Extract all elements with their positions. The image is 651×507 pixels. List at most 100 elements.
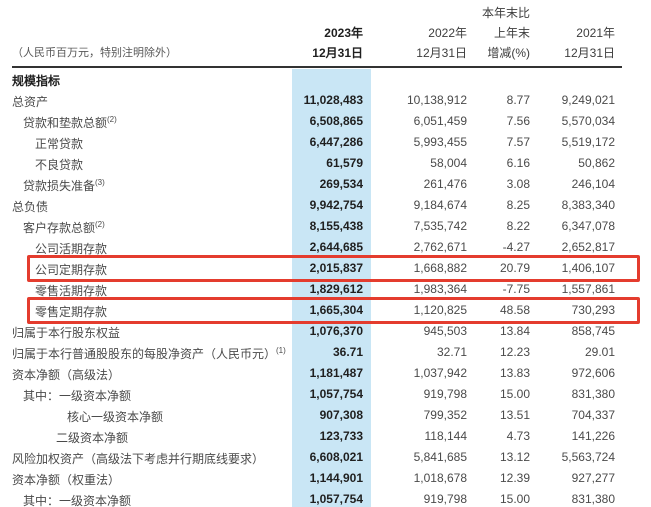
table-row: 总负债 9,942,754 9,184,674 8.25 8,383,340 xyxy=(12,195,622,216)
table-row: 贷款和垫款总额(2) 6,508,865 6,051,459 7.56 5,57… xyxy=(12,111,622,132)
value-2021: 246,104 xyxy=(571,177,615,191)
row-label: 其中：一级资本净额 xyxy=(12,384,292,405)
value-2022: 919,798 xyxy=(423,387,467,401)
table-row: 资本净额（权重法） 1,144,901 1,018,678 12.39 927,… xyxy=(12,468,622,489)
table-row: 规模指标 xyxy=(12,69,622,90)
value-2023: 36.71 xyxy=(292,342,371,363)
value-change-pct: 8.77 xyxy=(506,93,530,107)
table-row: 客户存款总额(2) 8,155,438 7,535,742 8.22 6,347… xyxy=(12,216,622,237)
value-change-pct: 6.16 xyxy=(506,156,530,170)
value-change-pct: 20.79 xyxy=(499,261,530,275)
table-row: 总资产 11,028,483 10,138,912 8.77 9,249,021 xyxy=(12,90,622,111)
value-change-pct: 15.00 xyxy=(499,387,530,401)
value-2021: 704,337 xyxy=(571,408,615,422)
indent-spacer xyxy=(12,147,35,148)
value-2023: 2,644,685 xyxy=(292,237,371,258)
value-change-pct: 7.57 xyxy=(506,135,530,149)
value-2023: 269,534 xyxy=(292,174,371,195)
header-col-2021-year: 2021年 xyxy=(576,26,615,40)
value-2022: 118,144 xyxy=(424,429,468,443)
row-label: 规模指标 xyxy=(12,74,61,88)
row-label: 客户存款总额(2) xyxy=(12,216,292,237)
value-2023: 907,308 xyxy=(292,405,371,426)
table-header: 本年末比 2023年 2022年 上年末 2021年 （人民币百万元，特别注明除… xyxy=(12,3,622,68)
table-row: 贷款损失准备(3) 269,534 261,476 3.08 246,104 xyxy=(12,174,622,195)
table-row: 不良贷款 61,579 58,004 6.16 50,862 xyxy=(12,153,622,174)
value-2023: 1,181,487 xyxy=(292,363,371,384)
value-2023: 1,665,304 xyxy=(292,300,371,321)
table-row: 公司活期存款 2,644,685 2,762,671 -4.27 2,652,8… xyxy=(12,237,622,258)
value-2022 xyxy=(371,69,470,90)
row-label: 二级资本净额 xyxy=(12,426,292,447)
table-row: 归属于本行股东权益 1,076,370 945,503 13.84 858,74… xyxy=(12,321,622,342)
indent-spacer xyxy=(12,441,56,442)
value-2023: 2,015,837 xyxy=(292,258,371,279)
value-2023: 8,155,438 xyxy=(292,216,371,237)
value-2022: 1,037,942 xyxy=(413,366,467,380)
value-change-pct: 12.39 xyxy=(499,471,530,485)
value-2023: 123,733 xyxy=(292,426,371,447)
header-row-1: 本年末比 xyxy=(12,3,622,23)
header-col-change-line3: 增减(%) xyxy=(487,46,530,60)
header-col-2021-date: 12月31日 xyxy=(564,46,615,60)
row-label: 核心一级资本净额 xyxy=(12,405,292,426)
row-label: 公司定期存款 xyxy=(12,258,292,279)
row-label: 贷款和垫款总额(2) xyxy=(12,111,292,132)
value-2021: 8,383,340 xyxy=(561,198,615,212)
value-2022: 1,668,882 xyxy=(413,261,467,275)
value-2021: 858,745 xyxy=(571,324,615,338)
value-2021: 6,347,078 xyxy=(561,219,615,233)
value-2023: 1,076,370 xyxy=(292,321,371,342)
header-col-2022-date: 12月31日 xyxy=(416,46,467,60)
value-2023: 1,057,754 xyxy=(292,384,371,405)
value-change-pct: 13.83 xyxy=(499,366,530,380)
value-2021: 50,862 xyxy=(578,156,615,170)
value-change-pct: -7.75 xyxy=(502,282,530,296)
value-2021: 831,380 xyxy=(571,387,615,401)
value-2023: 6,447,286 xyxy=(292,132,371,153)
table-row-highlighted: 零售定期存款 1,665,304 1,120,825 48.58 730,293 xyxy=(12,300,622,321)
row-label: 归属于本行普通股股东的每股净资产（人民币元）(1) xyxy=(12,346,286,361)
row-label: 总负债 xyxy=(12,200,49,214)
value-2021: 831,380 xyxy=(571,492,615,506)
table-row-highlighted: 公司定期存款 2,015,837 1,668,882 20.79 1,406,1… xyxy=(12,258,622,279)
indent-spacer xyxy=(12,273,35,274)
row-label: 其中：一级资本净额 xyxy=(12,489,292,507)
value-2022: 5,841,685 xyxy=(413,450,467,464)
value-2022: 945,503 xyxy=(423,324,467,338)
row-label: 不良贷款 xyxy=(12,153,292,174)
value-2022: 2,762,671 xyxy=(413,240,467,254)
value-2021: 29.01 xyxy=(584,345,615,359)
indent-spacer xyxy=(12,399,23,400)
indent-spacer xyxy=(12,126,23,127)
indent-spacer xyxy=(12,252,35,253)
value-2023: 1,057,754 xyxy=(292,489,371,507)
row-label: 正常贷款 xyxy=(12,132,292,153)
indicators-table: 规模指标 总资产 11,028,483 10,138,912 8.77 9,24… xyxy=(12,69,622,507)
table-row: 资本净额（高级法） 1,181,487 1,037,942 13.83 972,… xyxy=(12,363,622,384)
header-col-2023-year: 2023年 xyxy=(324,26,363,40)
row-label: 资本净额（高级法） xyxy=(12,368,121,382)
footnote-marker: (3) xyxy=(95,178,105,187)
value-2022: 919,798 xyxy=(423,492,467,506)
value-2021: 141,226 xyxy=(571,429,615,443)
value-2021: 972,606 xyxy=(571,366,615,380)
value-2023: 6,608,021 xyxy=(292,447,371,468)
value-2023: 1,829,612 xyxy=(292,279,371,300)
indent-spacer xyxy=(12,504,23,505)
header-col-2023-date: 12月31日 xyxy=(312,46,363,60)
value-2023: 9,942,754 xyxy=(292,195,371,216)
value-change-pct: -4.27 xyxy=(502,240,530,254)
value-2021: 927,277 xyxy=(571,471,615,485)
value-2022: 6,051,459 xyxy=(413,114,467,128)
row-label: 总资产 xyxy=(12,95,49,109)
value-2023: 11,028,483 xyxy=(292,90,371,111)
value-2021: 5,519,172 xyxy=(561,135,615,149)
value-2022: 10,138,912 xyxy=(406,93,467,107)
row-label: 风险加权资产（高级法下考虑并行期底线要求） xyxy=(12,452,265,466)
value-change-pct xyxy=(470,69,535,90)
indent-spacer xyxy=(12,420,67,421)
footnote-marker: (2) xyxy=(95,220,105,229)
table-row: 正常贷款 6,447,286 5,993,455 7.57 5,519,172 xyxy=(12,132,622,153)
value-2021: 1,557,861 xyxy=(561,282,615,296)
